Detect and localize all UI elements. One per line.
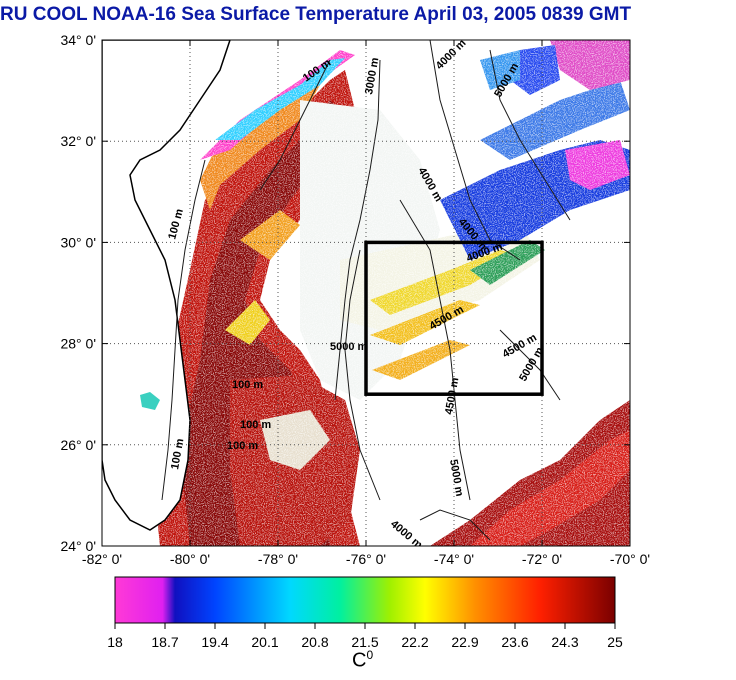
contour-label: 100 m <box>227 440 258 452</box>
lon-tick-label: -72° 0' <box>522 551 562 567</box>
lon-tick-label: -70° 0' <box>610 551 650 567</box>
lat-tick-label: 28° 0' <box>60 336 96 352</box>
unit-label: C <box>352 649 367 672</box>
unit-superscript: 0 <box>366 648 374 662</box>
colorbar-tick-label: 23.6 <box>501 634 528 650</box>
lon-tick-label: -76° 0' <box>346 551 386 567</box>
colorbar-ticks: 18 18.7 19.4 20.1 20.8 21.5 22.2 22.9 23.6 24.3 25 <box>107 623 623 650</box>
study-region-box <box>364 240 544 396</box>
colorbar-tick-label: 18.7 <box>151 634 178 650</box>
map-title: RU COOL NOAA-16 Sea Surface Temperature … <box>0 4 632 25</box>
contour-label: 100 m <box>240 419 271 431</box>
colorbar-tick-label: 19.4 <box>201 634 228 650</box>
bathymetry-contours <box>161 40 571 541</box>
lon-tick-label: -80° 0' <box>170 551 210 567</box>
colorbar-tick-label: 20.8 <box>301 634 328 650</box>
lat-tick-label: 26° 0' <box>60 437 96 453</box>
sst-field: 100 m 100 m 100 m 100 m 100 m 100 m 3000… <box>102 40 630 546</box>
colorbar-gradient <box>114 576 616 624</box>
colorbar-tick-label: 18 <box>107 634 123 650</box>
lat-tick-label: 30° 0' <box>60 234 96 250</box>
sst-map: 100 m 100 m 100 m 100 m 100 m 100 m 3000… <box>60 32 650 567</box>
lat-tick-label: 24° 0' <box>60 538 96 554</box>
colorbar-tick-label: 25 <box>607 634 623 650</box>
map-axes: 34° 0' 32° 0' 30° 0' 28° 0' 26° 0' 24° 0'-82°… <box>60 32 650 567</box>
contour-label: 100 m <box>169 438 186 471</box>
lat-tick-label: 34° 0' <box>60 32 96 48</box>
lat-tick-label: 32° 0' <box>60 133 96 149</box>
florida-land <box>102 40 231 531</box>
contour-label: 100 m <box>232 379 263 391</box>
lon-tick-label: -78° 0' <box>258 551 298 567</box>
colorbar-unit: C0 <box>352 648 373 673</box>
colorbar-tick-label: 20.1 <box>251 634 278 650</box>
colorbar-tick-label: 24.3 <box>551 634 578 650</box>
colorbar-tick-label: 22.9 <box>451 634 478 650</box>
colorbar-tick-label: 22.2 <box>401 634 428 650</box>
lon-tick-label: -82° 0' <box>82 551 122 567</box>
lon-tick-label: -74° 0' <box>434 551 474 567</box>
colorbar-tick-label: 21.5 <box>351 634 378 650</box>
